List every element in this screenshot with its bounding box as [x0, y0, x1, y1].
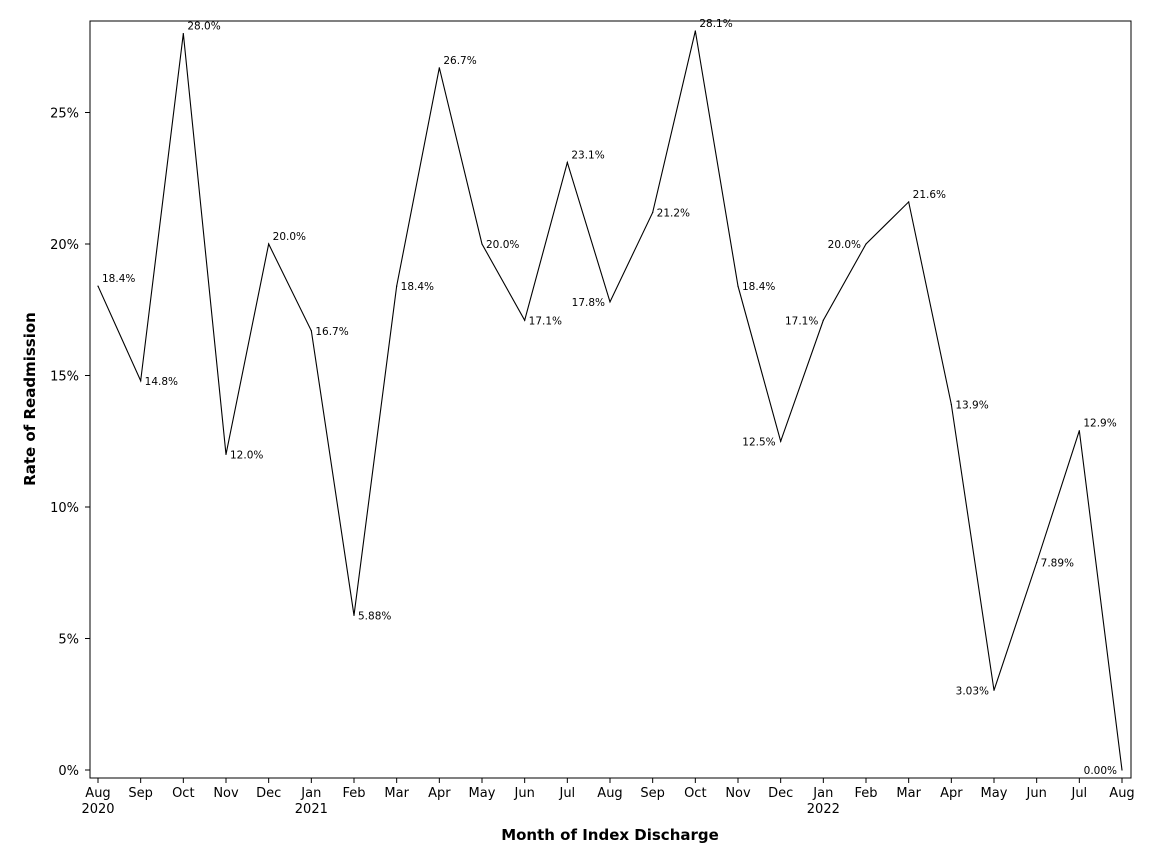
x-tick-label: Dec	[256, 786, 281, 801]
data-point	[780, 440, 782, 442]
data-label: 3.03%	[956, 685, 989, 697]
x-tick-label: May	[469, 786, 496, 801]
y-tick-label: 20%	[50, 238, 79, 253]
x-tick-label: Feb	[342, 786, 365, 801]
x-tick-label: Jun	[514, 786, 535, 801]
x-tick-year-label: 2021	[295, 802, 328, 817]
data-point	[566, 161, 568, 164]
x-axis-title: Month of Index Discharge	[501, 826, 719, 844]
data-point	[694, 30, 696, 32]
data-label: 12.9%	[1083, 418, 1116, 430]
data-point	[950, 403, 952, 406]
x-tick-label: Apr	[428, 786, 451, 801]
x-tick-label: Nov	[213, 786, 239, 801]
x-tick-label: Jan	[812, 786, 833, 801]
x-tick-label: Feb	[854, 786, 877, 801]
data-label: 18.4%	[102, 273, 135, 285]
x-tick-year-label: 2022	[807, 802, 840, 817]
data-point	[438, 67, 440, 69]
data-point	[1121, 769, 1123, 771]
data-point	[182, 33, 184, 35]
x-tick-label: Oct	[684, 786, 706, 801]
y-tick-label: 5%	[58, 633, 79, 648]
data-label: 17.1%	[785, 315, 818, 327]
x-tick-label: Jul	[1070, 786, 1087, 801]
data-label: 16.7%	[315, 326, 348, 338]
x-tick-label: May	[981, 786, 1008, 801]
data-point	[225, 453, 227, 455]
x-tick-label: Aug	[85, 786, 110, 801]
data-label: 14.8%	[145, 376, 178, 388]
data-point	[268, 243, 270, 245]
x-tick-label: Jun	[1026, 786, 1047, 801]
x-tick-label: Nov	[725, 786, 751, 801]
y-tick-label: 10%	[50, 501, 79, 516]
x-tick-label: Mar	[896, 786, 921, 801]
data-labels: 18.4% 14.8% 28.0% 12.0% 20.0% 16.7% 5.88% 18.4%…	[102, 18, 1117, 777]
data-point	[609, 301, 611, 303]
data-point	[865, 243, 867, 245]
x-tick-label: Mar	[384, 786, 409, 801]
data-label: 20.0%	[273, 231, 306, 243]
y-tick-label: 15%	[50, 370, 79, 385]
data-point	[652, 211, 654, 214]
x-tick-label: Jan	[300, 786, 321, 801]
x-tick-label: Sep	[128, 786, 153, 801]
data-point	[1078, 430, 1080, 432]
data-label: 18.4%	[742, 281, 775, 293]
data-label: 12.0%	[230, 449, 263, 461]
data-point	[524, 319, 526, 321]
x-tick-label: Aug	[1109, 786, 1134, 801]
x-tick-label: Sep	[640, 786, 665, 801]
data-point	[481, 243, 483, 245]
data-label: 20.0%	[828, 239, 861, 251]
data-label: 21.6%	[913, 189, 946, 201]
x-tick-label: Aug	[597, 786, 622, 801]
data-label: 21.2%	[657, 207, 690, 219]
series-layer	[97, 30, 1123, 771]
y-tick-label: 25%	[50, 107, 79, 122]
data-point	[737, 285, 739, 287]
x-tick-label: Apr	[940, 786, 963, 801]
y-tick-label: 0%	[58, 764, 79, 779]
data-label: 5.88%	[358, 610, 391, 622]
data-label: 23.1%	[571, 149, 604, 161]
data-label: 17.8%	[572, 297, 605, 309]
data-point	[993, 689, 995, 691]
data-label: 28.0%	[187, 21, 220, 33]
x-tick-label: Oct	[172, 786, 194, 801]
data-label: 0.00%	[1084, 765, 1117, 777]
data-point	[97, 285, 99, 287]
data-label: 20.0%	[486, 239, 519, 251]
data-point	[908, 201, 910, 203]
y-axis-title: Rate of Readmission	[21, 312, 39, 486]
data-point	[140, 380, 142, 382]
data-label: 13.9%	[955, 399, 988, 411]
y-axis: 0% 5% 10% 15% 20% 25%	[50, 107, 90, 779]
data-label: 12.5%	[742, 436, 775, 448]
data-label: 26.7%	[443, 55, 476, 67]
data-label: 28.1%	[699, 18, 732, 30]
data-label: 18.4%	[401, 281, 434, 293]
data-point	[822, 319, 824, 321]
x-tick-year-label: 2020	[81, 802, 114, 817]
data-label: 17.1%	[529, 315, 562, 327]
x-tick-label: Dec	[768, 786, 793, 801]
x-tick-label: Jul	[558, 786, 575, 801]
data-point	[396, 285, 398, 287]
data-label: 7.89%	[1041, 557, 1074, 569]
data-point	[1036, 561, 1038, 564]
data-point	[310, 330, 312, 332]
data-point	[353, 614, 355, 616]
